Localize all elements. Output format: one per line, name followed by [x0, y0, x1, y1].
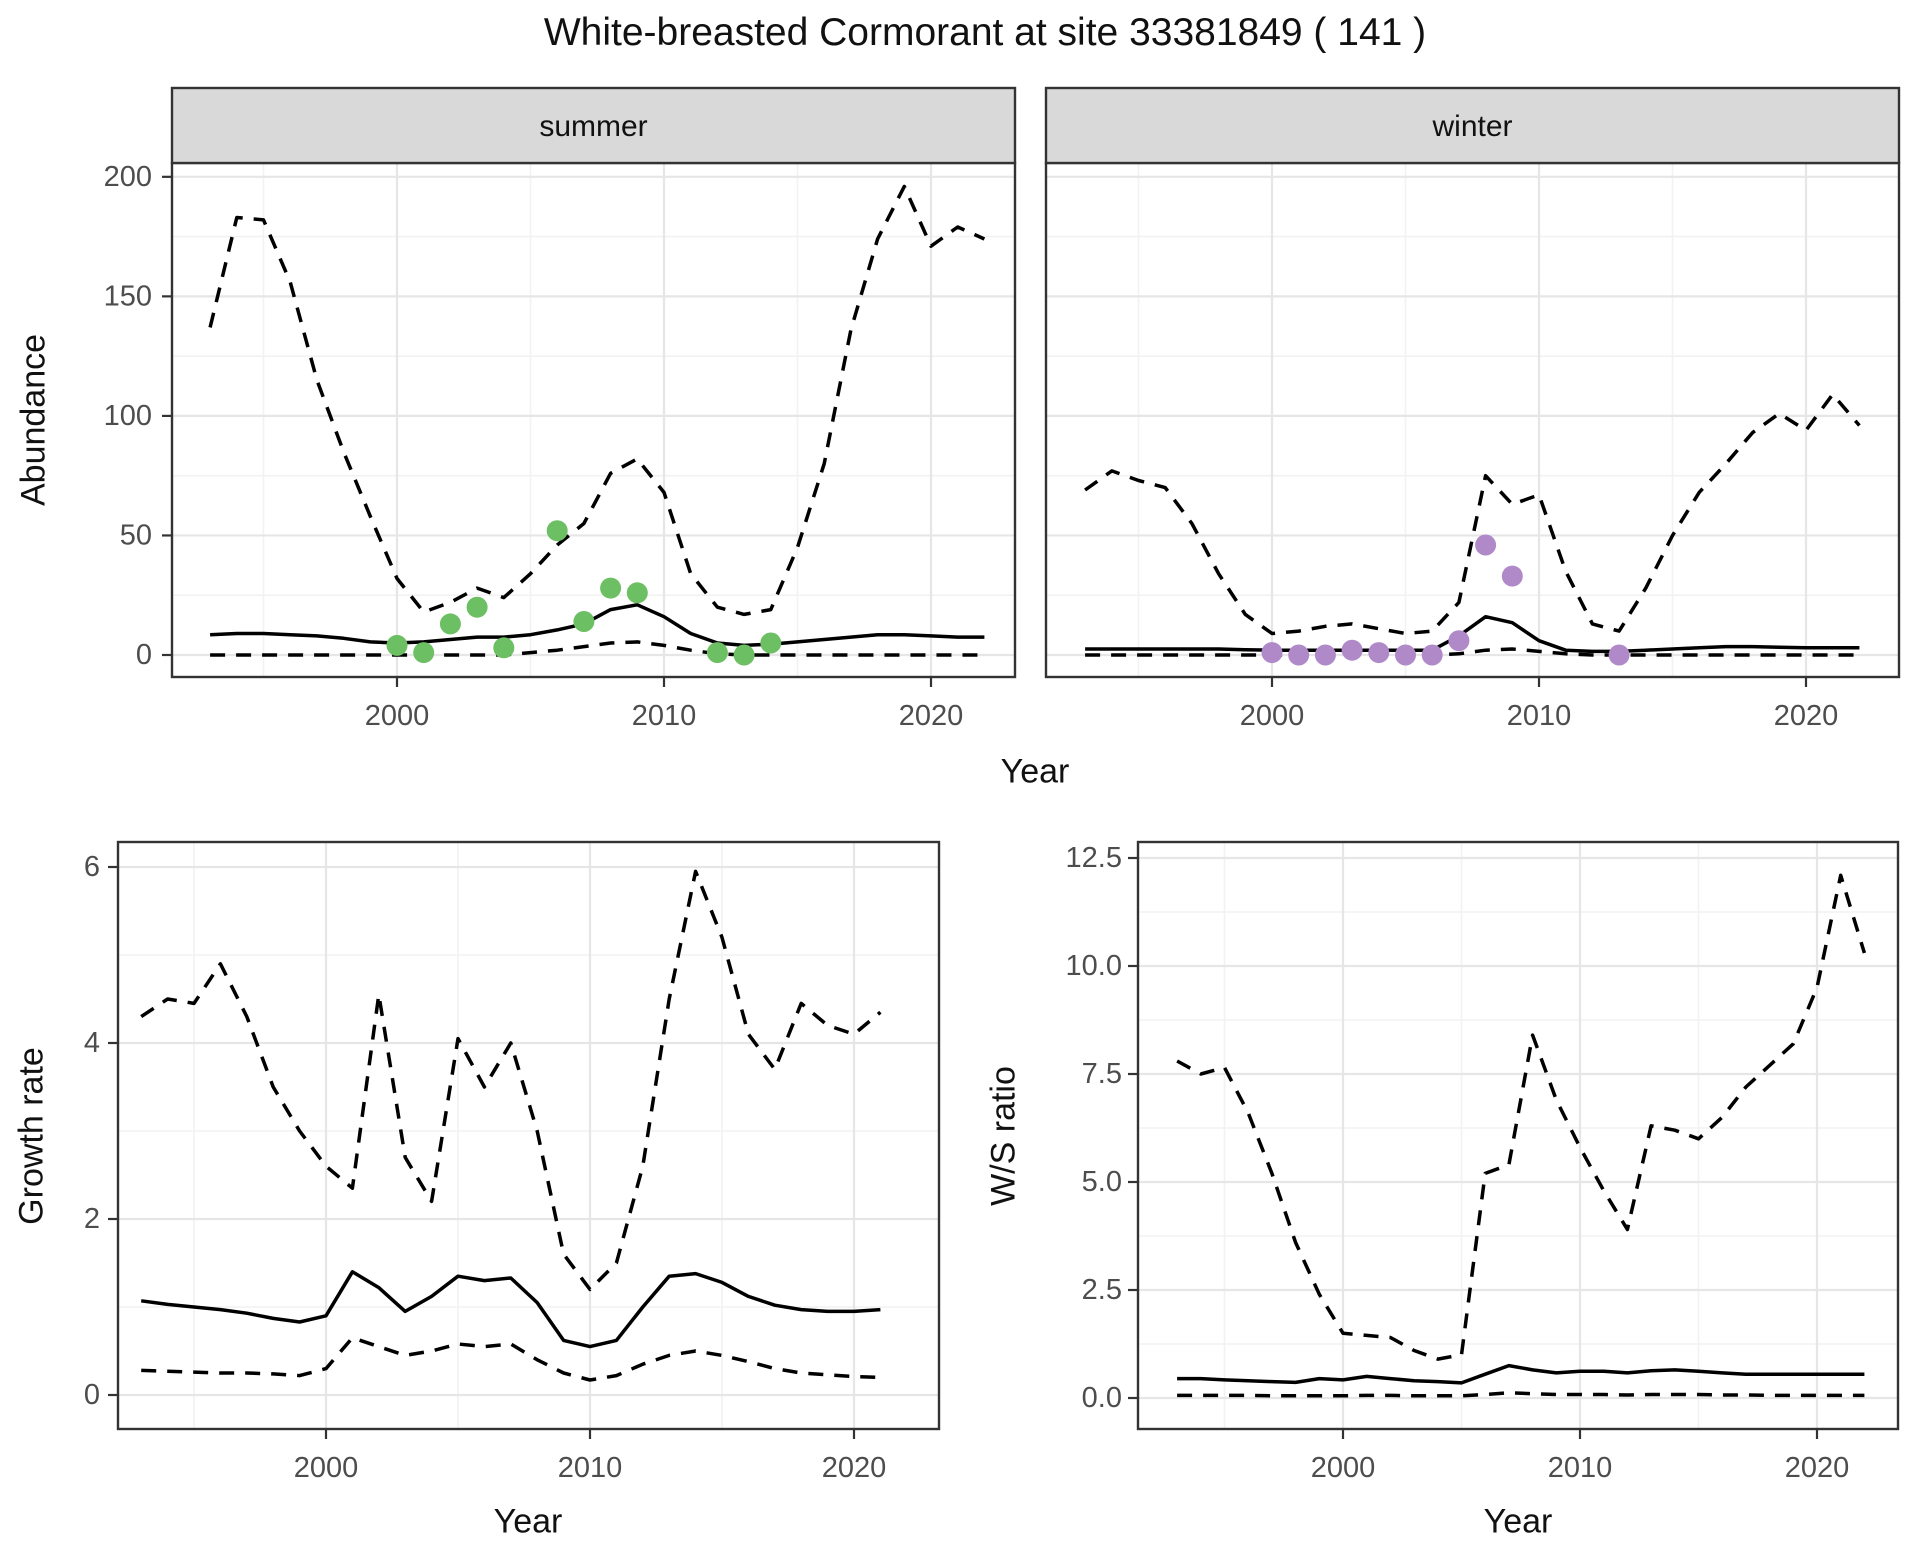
abundance-winter-observation-dot: [1341, 639, 1363, 661]
growth-rate-upper_95ci-line: [140, 869, 882, 1292]
abundance-winter-observation-dot: [1288, 644, 1310, 666]
x-axis-title-ws: Year: [1483, 1502, 1553, 1541]
y-tick-label: 0: [84, 1379, 100, 1411]
abundance-winter-observation-dot: [1608, 644, 1630, 666]
x-tick-label: 2020: [822, 1452, 887, 1484]
y-tick-label: 50: [120, 519, 152, 551]
y-tick-label: 2.5: [1082, 1274, 1122, 1306]
facet-strip: [170, 86, 1017, 165]
y-tick-label: 4: [84, 1027, 100, 1059]
abundance-winter-observation-dot: [1501, 565, 1523, 587]
y-tick-label: 100: [104, 400, 152, 432]
x-tick-label: 2010: [1548, 1452, 1613, 1484]
abundance-winter-observation-dot: [1475, 534, 1497, 556]
abundance-summer-observation-dot: [706, 642, 728, 664]
abundance-winter-upper_95ci-line: [1084, 392, 1861, 636]
x-tick-label: 2000: [294, 1452, 359, 1484]
figure-title: White-breasted Cormorant at site 3338184…: [543, 11, 1427, 54]
panel-border: [116, 840, 941, 1431]
x-tick-label: 2010: [1507, 700, 1572, 732]
y-axis-title-abundance: Abundance: [14, 333, 53, 507]
x-tick-label: 2010: [558, 1452, 623, 1484]
y-tick-label: 7.5: [1082, 1058, 1122, 1090]
abundance-summer-observation-dot: [386, 634, 408, 656]
y-tick-label: 200: [104, 161, 152, 193]
abundance-winter-observation-dot: [1395, 644, 1416, 666]
abundance-summer-observation-dot: [600, 577, 622, 599]
abundance-summer-observation-dot: [413, 642, 435, 664]
abundance-summer-observation-dot: [439, 613, 461, 635]
abundance-summer-observation-dot: [573, 611, 595, 632]
y-tick-label: 10.0: [1066, 950, 1122, 982]
panel-background: [1138, 842, 1898, 1429]
y-tick-label: 6: [84, 851, 100, 883]
panel-abundance-winter: winter 2000 2010 2020: [1044, 86, 1901, 732]
abundance-winter-observation-dot: [1314, 644, 1336, 666]
y-tick-label: 0.0: [1082, 1382, 1122, 1414]
abundance-summer-observation-dot: [733, 644, 755, 666]
facet-strip-label: summer: [539, 110, 647, 143]
panel-background: [118, 842, 939, 1429]
panel-background: [1046, 163, 1899, 677]
abundance-winter-observation-dot: [1368, 642, 1390, 664]
panel-background: [172, 163, 1015, 677]
abundance-summer-observation-dot: [466, 596, 488, 618]
ws-ratio-median-line: [1177, 1363, 1865, 1385]
abundance-winter-observation-dot: [1448, 630, 1470, 652]
abundance-summer-upper_95ci-line: [208, 184, 986, 617]
y-tick-label: 2: [84, 1203, 100, 1235]
ws-ratio-lower_95ci-line: [1177, 1391, 1865, 1398]
y-tick-label: 0: [136, 639, 152, 671]
abundance-winter-observation-dot: [1261, 642, 1283, 664]
facet-strip: [1044, 86, 1901, 165]
growth-rate-median-line: [140, 1270, 881, 1349]
panel-ws-ratio: 2000 2010 2020 0.0 2.5 5.0 7.5 10.0 12.5: [1066, 840, 1900, 1484]
y-axis-title-ws-ratio: W/S ratio: [984, 1066, 1023, 1206]
y-tick-label: 5.0: [1082, 1166, 1122, 1198]
x-axis-title-top: Year: [1000, 752, 1070, 791]
abundance-summer-observation-dot: [546, 520, 568, 542]
facet-strip-label: winter: [1431, 110, 1512, 143]
panel-growth-rate: 2000 2010 2020 0 2 4 6: [84, 840, 941, 1484]
x-tick-label: 2000: [1311, 1452, 1376, 1484]
y-tick-label: 150: [104, 280, 152, 312]
y-tick-label: 12.5: [1066, 842, 1122, 874]
abundance-summer-observation-dot: [626, 582, 648, 604]
x-tick-label: 2000: [365, 700, 430, 732]
abundance-summer-observation-dot: [493, 637, 515, 659]
x-tick-label: 2010: [632, 700, 697, 732]
panel-abundance-summer: summer 2000 2010 2020 0 50 100 150 200: [104, 86, 1017, 732]
x-axis-title-growth: Year: [493, 1502, 563, 1541]
abundance-summer-observation-dot: [760, 632, 782, 654]
x-tick-label: 2000: [1240, 700, 1305, 732]
panel-border: [1136, 840, 1900, 1431]
x-tick-label: 2020: [1785, 1452, 1850, 1484]
abundance-summer-median-line: [210, 603, 985, 648]
abundance-winter-observation-dot: [1421, 644, 1443, 666]
abundance-winter-median-line: [1085, 614, 1860, 654]
x-tick-label: 2020: [899, 700, 964, 732]
y-axis-title-growth-rate: Growth rate: [12, 1047, 51, 1225]
ws-ratio-upper_95ci-line: [1176, 873, 1867, 1361]
x-tick-label: 2020: [1774, 700, 1839, 732]
